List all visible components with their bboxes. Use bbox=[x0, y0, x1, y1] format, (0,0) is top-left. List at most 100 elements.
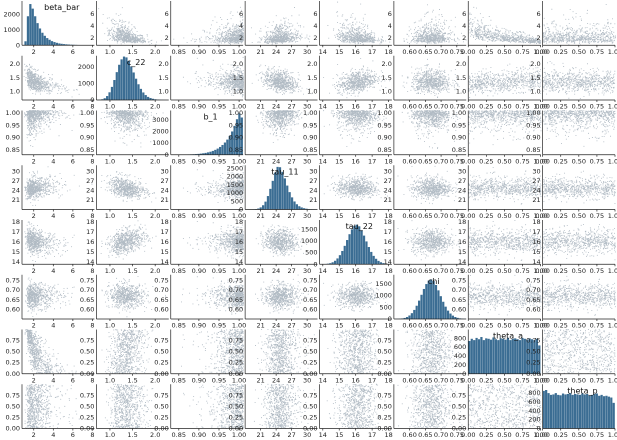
histogram-bar bbox=[288, 192, 291, 210]
y-tick-label: 0.25 bbox=[80, 359, 94, 367]
x-tick-label: 0.60 bbox=[402, 322, 416, 330]
x-tick-label: 1.00 bbox=[608, 157, 617, 165]
panel-c_22-vs-tau_22: 1.0 1.5 2.0 14 15 16 17 18 bbox=[307, 55, 393, 111]
y-tick-label: 24 bbox=[86, 187, 94, 195]
x-tick-label: 14 bbox=[319, 103, 327, 111]
y-tick-label: 0.85 bbox=[452, 146, 466, 154]
x-tick-label: 0.50 bbox=[497, 431, 511, 439]
panel-theta_p-vs-tau_11: 0.00 0.25 0.50 0.75 21 24 27 30 bbox=[229, 383, 318, 439]
histogram-bar bbox=[590, 394, 594, 429]
histogram-bar bbox=[206, 152, 210, 155]
histogram-bar bbox=[295, 204, 299, 210]
histogram-bar bbox=[266, 196, 270, 210]
y-tick-label: 0.00 bbox=[303, 425, 317, 433]
x-tick-label: 0.90 bbox=[192, 376, 206, 384]
y-tick-label: 1.00 bbox=[6, 109, 20, 117]
y-tick-label: 0.00 bbox=[526, 370, 540, 378]
y-tick-label: 0.25 bbox=[303, 413, 317, 421]
panel-b_1-vs-chi: 0.85 0.90 0.95 1.00 0.60 0.65 0.70 0.75 bbox=[377, 109, 467, 165]
x-tick-label: 0.60 bbox=[402, 103, 416, 111]
y-tick-label: 0.85 bbox=[6, 146, 20, 154]
x-tick-label: 0.00 bbox=[535, 48, 549, 56]
x-tick-label: 0.75 bbox=[590, 157, 604, 165]
histogram-bar bbox=[439, 296, 442, 319]
y-tick-label: 0.50 bbox=[154, 402, 168, 410]
x-tick-label: 0.25 bbox=[553, 157, 567, 165]
x-tick-label: 4 bbox=[51, 267, 55, 275]
histogram-bar bbox=[50, 41, 54, 46]
y-tick-label: 0.75 bbox=[80, 277, 94, 285]
y-tick-label: 16 bbox=[12, 238, 20, 246]
y-tick-label: 0.00 bbox=[6, 425, 20, 433]
x-tick-label: 1.00 bbox=[533, 157, 547, 165]
histogram-bar bbox=[226, 139, 229, 155]
y-tick-label: 0.75 bbox=[229, 277, 243, 285]
scatter-points bbox=[401, 58, 464, 98]
x-tick-label: 1.00 bbox=[608, 431, 617, 439]
histogram-bar bbox=[293, 201, 296, 210]
panel-theta_p-vs-beta_bar: 0.00 0.25 0.50 0.75 2 4 6 8 bbox=[6, 383, 94, 439]
y-tick-label: 1.0 bbox=[10, 88, 20, 96]
panel-theta_a-vs-beta_bar: 0.00 0.25 0.50 0.75 2 4 6 8 bbox=[6, 329, 94, 384]
x-tick-label: 2 bbox=[32, 267, 36, 275]
y-tick-label: 0.90 bbox=[452, 134, 466, 142]
x-tick-label: 1.5 bbox=[127, 212, 137, 220]
histogram-bar bbox=[31, 8, 34, 46]
x-tick-label: 1.0 bbox=[105, 48, 115, 56]
x-tick-label: 0.50 bbox=[572, 376, 586, 384]
histogram-bar bbox=[204, 152, 207, 155]
y-tick-label: 30 bbox=[12, 168, 20, 176]
scatter-points bbox=[255, 274, 310, 314]
scatter-points bbox=[327, 329, 389, 374]
x-tick-label: 4 bbox=[51, 48, 55, 56]
y-tick-label: 2 bbox=[388, 34, 392, 42]
x-tick-label: 6 bbox=[71, 157, 75, 165]
y-tick-label: 0.70 bbox=[303, 286, 317, 294]
histogram-bar bbox=[518, 340, 522, 374]
scatter-points bbox=[255, 224, 313, 257]
y-tick-label: 0.00 bbox=[377, 370, 391, 378]
y-tick-label: 4 bbox=[388, 22, 392, 30]
histogram-bar bbox=[118, 64, 121, 100]
y-tick-label: 0.75 bbox=[154, 277, 168, 285]
scatter-points bbox=[468, 274, 542, 316]
scatter-points bbox=[326, 383, 386, 429]
scatter-points bbox=[542, 110, 616, 147]
x-tick-label: 0.95 bbox=[212, 212, 226, 220]
x-tick-label: 0.85 bbox=[172, 376, 186, 384]
y-tick-label: 4 bbox=[239, 22, 243, 30]
x-tick-label: 4 bbox=[51, 431, 55, 439]
x-tick-label: 0.70 bbox=[434, 322, 448, 330]
histogram-bar bbox=[231, 131, 234, 155]
scatter-points bbox=[323, 172, 389, 202]
x-tick-label: 0.50 bbox=[572, 322, 586, 330]
scatter-points bbox=[542, 170, 616, 204]
histogram-bar bbox=[549, 394, 553, 429]
x-tick-label: 15 bbox=[335, 48, 343, 56]
x-tick-label: 0.25 bbox=[553, 212, 567, 220]
y-tick-label: 0.00 bbox=[154, 425, 168, 433]
histogram-bar bbox=[108, 92, 111, 100]
y-tick-label: 21 bbox=[86, 196, 94, 204]
scatter-points bbox=[397, 220, 461, 261]
x-tick-label: 0.85 bbox=[172, 322, 186, 330]
y-tick-label: 21 bbox=[160, 196, 168, 204]
scatter-points bbox=[183, 383, 245, 429]
y-tick-label: 4 bbox=[90, 22, 94, 30]
x-tick-label: 2.0 bbox=[150, 103, 160, 111]
panel-beta_bar-vs-theta_p: 2 4 6 0.00 0.25 0.50 0.75 1.00 bbox=[535, 1, 617, 56]
x-tick-label: 0.25 bbox=[479, 322, 493, 330]
y-tick-label: 4 bbox=[165, 22, 169, 30]
histogram-bar bbox=[60, 43, 63, 46]
x-tick-label: 15 bbox=[335, 103, 343, 111]
y-tick-label: 1000 bbox=[78, 80, 95, 88]
y-tick-label: 15 bbox=[86, 248, 94, 256]
x-tick-label: 17 bbox=[368, 48, 376, 56]
x-tick-label: 18 bbox=[384, 267, 392, 275]
y-tick-label: 0.95 bbox=[80, 121, 94, 129]
histogram-bar bbox=[348, 234, 351, 265]
scatter-points bbox=[101, 276, 167, 318]
x-tick-label: 0.25 bbox=[553, 48, 567, 56]
x-tick-label: 0.00 bbox=[535, 157, 549, 165]
